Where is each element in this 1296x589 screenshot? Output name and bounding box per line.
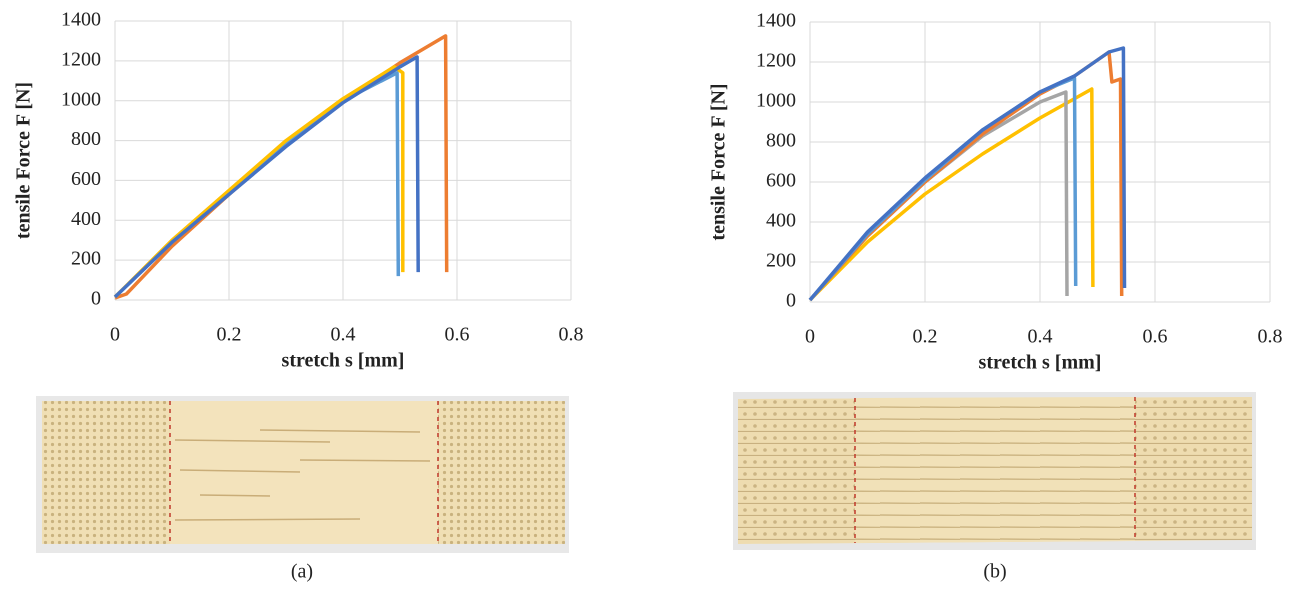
y-tick-label: 1000 <box>61 88 101 110</box>
x-tick-label: 0.6 <box>445 324 470 346</box>
data-line <box>808 76 1078 302</box>
x-axis-title: stretch s [mm] <box>979 352 1102 374</box>
data-line <box>808 46 1127 302</box>
y-tick-label: 1400 <box>61 9 101 31</box>
x-tick-label: 0.8 <box>1258 326 1283 348</box>
data-line <box>113 55 420 299</box>
y-tick-label: 800 <box>71 128 101 150</box>
x-tick-label: 0 <box>805 326 815 348</box>
y-tick-label: 400 <box>71 208 101 230</box>
x-tick-label: 0.6 <box>1143 326 1168 348</box>
x-tick-label: 0.4 <box>331 324 356 346</box>
caption: (b) <box>983 561 1006 583</box>
data-line <box>808 87 1095 302</box>
caption: (a) <box>291 561 313 583</box>
x-tick-label: 0.2 <box>913 326 938 348</box>
y-tick-label: 1200 <box>756 50 796 72</box>
x-tick-label: 0.4 <box>1028 326 1053 348</box>
y-tick-label: 0 <box>91 288 101 310</box>
y-axis-title: tensile Force F [N] <box>13 82 35 239</box>
y-tick-label: 600 <box>766 170 796 192</box>
y-tick-label: 600 <box>71 168 101 190</box>
y-tick-label: 400 <box>766 210 796 232</box>
y-tick-label: 200 <box>71 248 101 270</box>
y-tick-label: 1400 <box>756 10 796 32</box>
y-tick-label: 200 <box>766 250 796 272</box>
y-tick-label: 800 <box>766 130 796 152</box>
y-tick-label: 0 <box>786 290 796 312</box>
x-tick-label: 0.2 <box>217 324 242 346</box>
x-axis-title: stretch s [mm] <box>282 350 405 372</box>
x-tick-label: 0 <box>110 324 120 346</box>
x-tick-label: 0.8 <box>559 324 584 346</box>
specimen-photo-a <box>36 396 569 553</box>
data-line <box>113 65 405 299</box>
y-tick-label: 1000 <box>756 90 796 112</box>
y-axis-title: tensile Force F [N] <box>708 83 730 240</box>
specimen-photo-b <box>733 392 1256 550</box>
y-tick-label: 1200 <box>61 48 101 70</box>
